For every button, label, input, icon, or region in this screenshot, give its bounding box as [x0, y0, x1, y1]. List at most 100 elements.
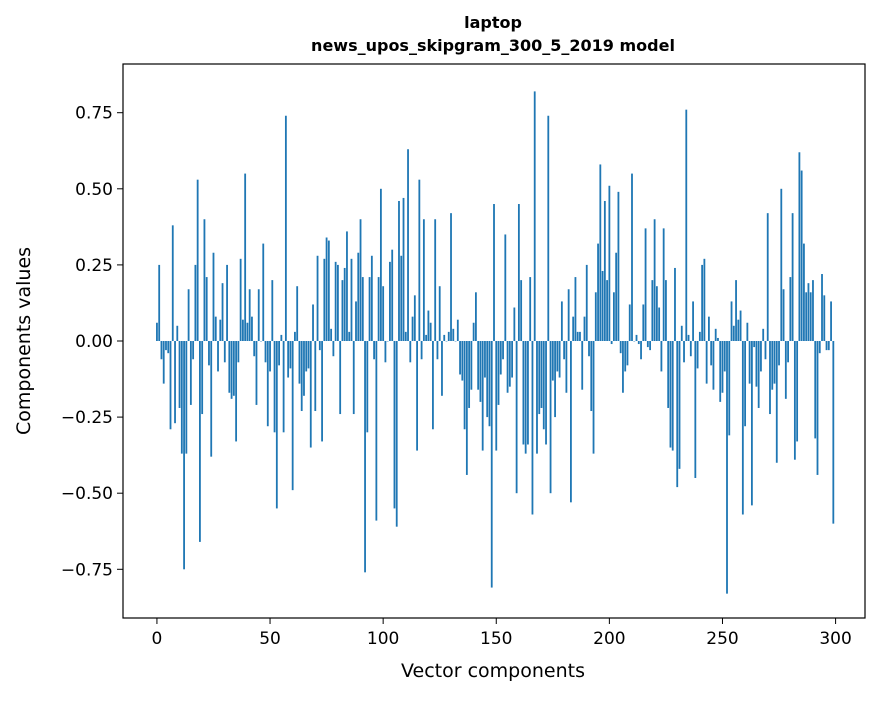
bar-107 — [398, 201, 400, 341]
bar-43 — [253, 341, 255, 356]
bar-47 — [262, 244, 264, 341]
bar-28 — [219, 320, 221, 341]
bar-122 — [432, 341, 434, 429]
bar-253 — [728, 341, 730, 435]
bar-32 — [228, 341, 230, 393]
x-tick-label: 250 — [706, 629, 738, 649]
bar-93 — [366, 341, 368, 432]
bar-64 — [301, 341, 303, 411]
bar-8 — [174, 341, 176, 423]
bar-189 — [584, 317, 586, 341]
bar-293 — [819, 341, 821, 353]
bar-217 — [647, 341, 649, 347]
bar-3 — [163, 341, 165, 384]
bar-244 — [708, 317, 710, 341]
bar-265 — [756, 341, 758, 387]
bar-237 — [692, 301, 694, 341]
bar-120 — [427, 311, 429, 341]
bar-19 — [199, 341, 201, 542]
x-tick-label: 0 — [152, 629, 163, 649]
bar-182 — [568, 289, 570, 341]
bar-228 — [672, 341, 674, 451]
bar-180 — [563, 341, 565, 359]
bar-109 — [403, 198, 405, 341]
bar-165 — [529, 277, 531, 341]
bar-81 — [339, 341, 341, 414]
bar-223 — [661, 341, 663, 371]
bar-119 — [425, 335, 427, 341]
bar-131 — [452, 329, 454, 341]
bar-34 — [233, 341, 235, 396]
bar-288 — [808, 283, 810, 341]
bar-201 — [611, 341, 613, 344]
bar-9 — [176, 326, 178, 341]
y-tick-label: 0.00 — [75, 332, 113, 352]
bar-63 — [299, 341, 301, 384]
bar-143 — [480, 341, 482, 402]
x-tick-label: 200 — [593, 629, 625, 649]
bar-41 — [249, 289, 251, 341]
bar-177 — [556, 341, 558, 371]
bar-193 — [593, 341, 595, 454]
y-tick-label: 0.50 — [75, 180, 113, 200]
bar-186 — [577, 332, 579, 341]
bar-230 — [676, 341, 678, 487]
bar-31 — [226, 265, 228, 341]
bar-194 — [595, 292, 597, 341]
bar-185 — [575, 277, 577, 341]
bar-215 — [642, 304, 644, 341]
bar-219 — [651, 280, 653, 341]
bar-88 — [355, 301, 357, 341]
y-tick-label: 0.75 — [75, 104, 113, 124]
x-axis-label: Vector components — [401, 660, 585, 682]
bar-96 — [373, 341, 375, 359]
bar-17 — [194, 265, 196, 341]
bar-218 — [649, 341, 651, 350]
bar-85 — [348, 332, 350, 341]
bar-291 — [814, 341, 816, 438]
y-axis-label: Components values — [13, 247, 35, 435]
bar-192 — [590, 341, 592, 411]
bar-270 — [767, 213, 769, 341]
bar-86 — [351, 259, 353, 341]
bar-142 — [477, 341, 479, 390]
bar-35 — [235, 341, 237, 441]
bar-229 — [674, 268, 676, 341]
bar-18 — [197, 180, 199, 341]
bar-110 — [405, 332, 407, 341]
bar-1 — [158, 265, 160, 341]
bar-263 — [751, 341, 753, 505]
x-tick-label: 100 — [367, 629, 399, 649]
bar-272 — [771, 341, 773, 390]
bar-123 — [434, 219, 436, 341]
bar-262 — [749, 341, 751, 384]
bar-290 — [812, 280, 814, 341]
bar-269 — [765, 341, 767, 359]
bar-273 — [774, 341, 776, 384]
bar-226 — [667, 341, 669, 408]
bar-238 — [694, 341, 696, 478]
x-tick-label: 300 — [819, 629, 851, 649]
chart-title: laptop — [464, 13, 522, 32]
bar-216 — [645, 228, 647, 341]
bar-115 — [416, 341, 418, 451]
bar-276 — [780, 189, 782, 341]
bar-294 — [821, 274, 823, 341]
bar-117 — [421, 341, 423, 359]
bar-287 — [805, 292, 807, 341]
bar-261 — [746, 323, 748, 341]
bar-277 — [783, 289, 785, 341]
bar-152 — [500, 341, 502, 374]
bar-30 — [224, 341, 226, 362]
bar-62 — [296, 286, 298, 341]
bar-97 — [375, 341, 377, 521]
bar-72 — [319, 341, 321, 350]
bar-271 — [769, 341, 771, 414]
bar-174 — [550, 341, 552, 493]
bar-100 — [382, 286, 384, 341]
bar-233 — [683, 341, 685, 362]
bar-99 — [380, 189, 382, 341]
bar-139 — [470, 341, 472, 390]
bar-13 — [185, 341, 187, 454]
